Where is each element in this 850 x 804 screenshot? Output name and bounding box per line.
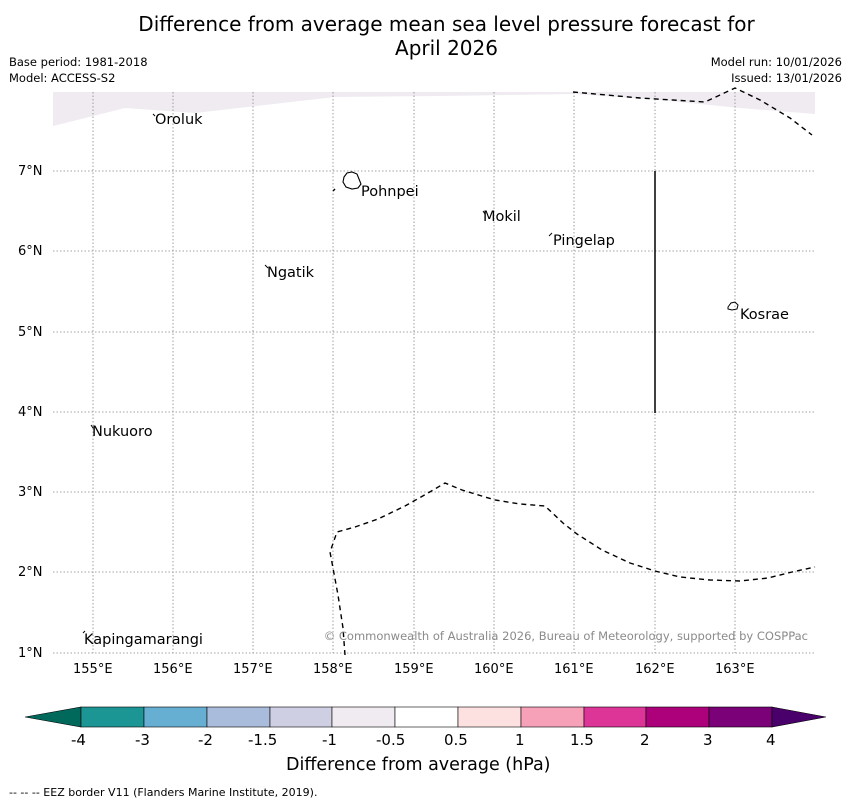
- colorbar-bin-5: [331, 706, 396, 728]
- atoll-markers: [82, 113, 553, 634]
- colorbar-tick: 2: [640, 731, 650, 749]
- colorbar-tick: -3: [135, 731, 150, 749]
- colorbar-tick: 3: [703, 731, 713, 749]
- eez-border-fragment: [332, 188, 336, 192]
- lon-label-161e: 161°E: [554, 662, 594, 677]
- place-label-mokil: Mokil: [483, 209, 521, 225]
- place-label-kosrae: Kosrae: [740, 307, 789, 323]
- colorbar-tick: -2: [198, 731, 213, 749]
- place-label-pingelap: Pingelap: [553, 233, 615, 249]
- anomaly-shading: [53, 92, 815, 126]
- map-title: Difference from average mean sea level p…: [0, 12, 850, 60]
- colorbar-bin-9: [583, 706, 647, 728]
- model-run: Model run: 10/01/2026: [710, 55, 842, 69]
- colorbar-tick: 1.5: [570, 731, 594, 749]
- colorbar-bin-2: [143, 706, 208, 728]
- colorbar-bin-3: [206, 706, 271, 728]
- colorbar-extension-low: [24, 706, 82, 728]
- lat-label-1n: 1°N: [18, 646, 43, 661]
- eez-legend-footnote: -- -- -- EEZ border V11 (Flanders Marine…: [9, 786, 318, 799]
- lon-label-155e: 155°E: [73, 662, 113, 677]
- title-line-1: Difference from average mean sea level p…: [138, 12, 755, 36]
- lat-label-5n: 5°N: [18, 325, 43, 340]
- lat-label-3n: 3°N: [18, 485, 43, 500]
- colorbar-tick: -0.5: [376, 731, 406, 749]
- place-label-ngatik: Ngatik: [267, 265, 315, 281]
- lat-label-6n: 6°N: [18, 244, 43, 259]
- colorbar-tick: -1.5: [248, 731, 278, 749]
- colorbar-bin-10: [645, 706, 710, 728]
- lat-label-2n: 2°N: [18, 565, 43, 580]
- colorbar-tick: 1: [515, 731, 525, 749]
- eez-border-south: [329, 482, 816, 656]
- copyright-notice: © Commonwealth of Australia 2026, Bureau…: [323, 629, 808, 643]
- pohnpei-island-outline: [342, 171, 362, 190]
- place-label-pohnpei: Pohnpei: [361, 184, 419, 200]
- colorbar-bin-8: [520, 706, 585, 728]
- model-name: Model: ACCESS-S2: [9, 71, 116, 85]
- colorbar-extension-high: [771, 706, 827, 728]
- colorbar-bin-11: [708, 706, 773, 728]
- colorbar: [24, 706, 827, 728]
- kosrae-island-outline: [727, 301, 739, 311]
- eez-border-north: [572, 87, 813, 136]
- lon-label-162e: 162°E: [635, 662, 675, 677]
- colorbar-bin-7: [457, 706, 522, 728]
- colorbar-bin-4: [269, 706, 333, 728]
- base-period: Base period: 1981-2018: [9, 55, 148, 69]
- place-label-kapingamarangi: Kapingamarangi: [84, 632, 203, 648]
- eez-borders: [329, 87, 816, 656]
- lon-label-156e: 156°E: [153, 662, 193, 677]
- issued-date: Issued: 13/01/2026: [731, 71, 842, 85]
- colorbar-tick: 0.5: [444, 731, 468, 749]
- gridlines: [53, 92, 815, 654]
- lon-label-158e: 158°E: [313, 662, 353, 677]
- colorbar-tick: -1: [322, 731, 337, 749]
- lon-label-163e: 163°E: [715, 662, 755, 677]
- place-label-oroluk: Oroluk: [155, 112, 203, 128]
- colorbar-title: Difference from average (hPa): [286, 755, 551, 775]
- colorbar-tick: 4: [766, 731, 776, 749]
- place-label-nukuoro: Nukuoro: [92, 424, 153, 440]
- colorbar-bin-1: [80, 706, 145, 728]
- lon-label-157e: 157°E: [233, 662, 273, 677]
- colorbar-tick: -4: [71, 731, 86, 749]
- lon-label-160e: 160°E: [474, 662, 514, 677]
- colorbar-bin-6: [394, 706, 459, 728]
- title-line-2: April 2026: [395, 36, 498, 60]
- lat-label-7n: 7°N: [18, 164, 43, 179]
- lon-label-159e: 159°E: [394, 662, 434, 677]
- lat-label-4n: 4°N: [18, 405, 43, 420]
